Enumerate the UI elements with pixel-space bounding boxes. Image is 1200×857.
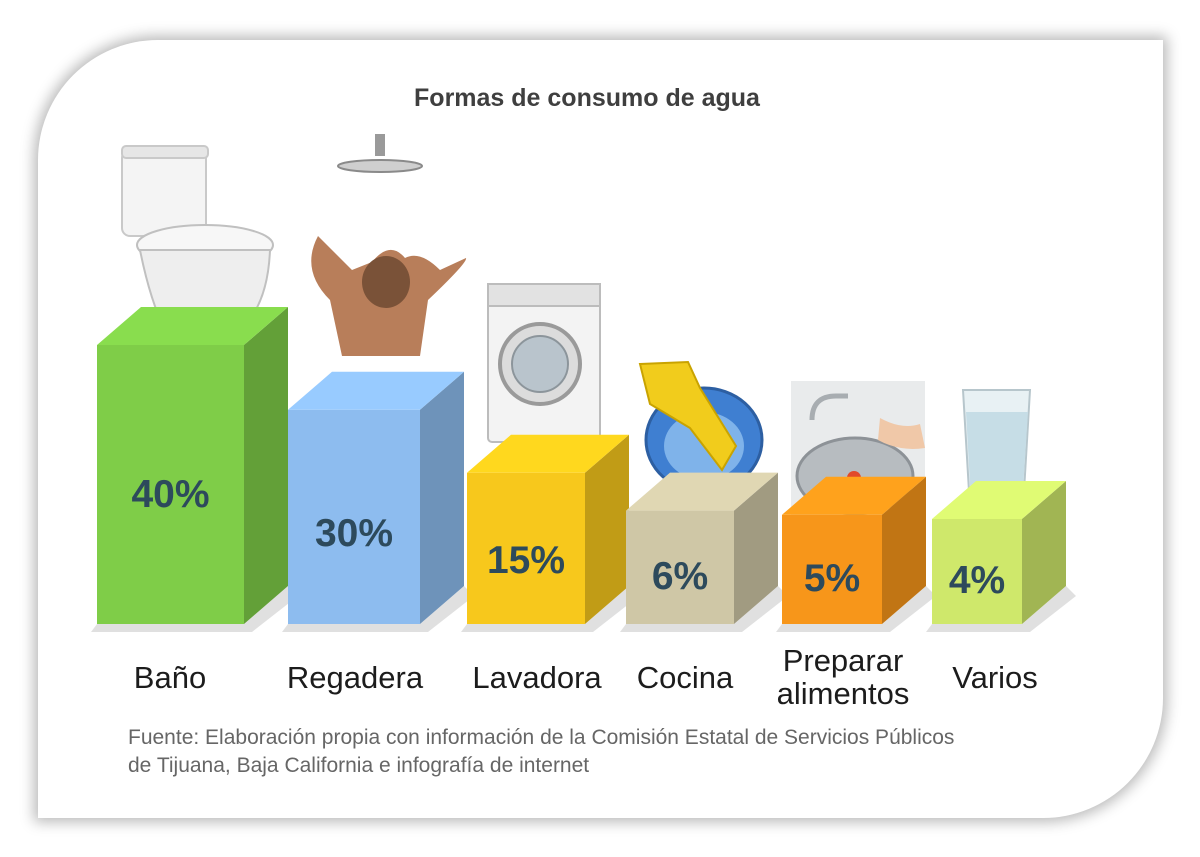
bar-top-4 [626,472,778,511]
bar-front-3 [467,472,585,624]
category-label-5-line-2: alimentos [777,676,910,711]
source-note: Fuente: Elaboración propia con informaci… [128,726,954,777]
labels-layer: 40% Baño 30% Regadera 15% Lavadora 6% Cocina 5% P… [131,473,1037,711]
bar-1 [91,307,298,632]
value-label-3: 15% [487,539,565,582]
bar-top-1 [97,307,288,345]
category-label-2: Regadera [287,660,424,695]
chart-title: Formas de consumo de agua [414,84,761,112]
shower-icon [311,134,467,356]
bar-front-4 [626,510,734,624]
bar-front-2 [288,409,420,624]
bar-side-4 [734,472,778,624]
value-label-4: 6% [652,555,708,598]
bar-5 [776,476,936,632]
bar-front-6 [932,519,1022,624]
bar-6 [926,481,1076,632]
bar-side-1 [244,307,288,624]
dishwashing-icon [638,360,764,494]
bar-side-6 [1022,481,1066,624]
bar-top-3 [467,434,629,473]
category-label-6: Varios [952,660,1038,695]
bar-top-2 [288,371,464,410]
washing-machine-icon [487,283,601,443]
bar-side-2 [420,371,464,624]
category-label-4: Cocina [637,660,734,695]
value-label-2: 30% [315,512,393,555]
category-label-3: Lavadora [472,660,602,695]
value-label-6: 4% [949,559,1005,602]
category-label-5-line-1: Preparar [783,643,904,678]
bar-front-5 [782,514,882,624]
category-label-1: Baño [134,660,206,695]
bar-top-5 [782,476,926,515]
bar-side-3 [585,434,629,624]
value-label-1: 40% [131,473,209,516]
bar-4 [620,472,788,632]
source-line-2: de Tijuana, Baja California e infografía… [128,754,589,777]
value-label-5: 5% [804,557,860,600]
bars-layer [91,307,1076,632]
bar-3 [461,434,639,632]
source-line-1: Fuente: Elaboración propia con informaci… [128,726,954,749]
bar-side-5 [882,476,926,624]
bar-top-6 [932,481,1066,519]
bar-2 [282,371,474,632]
bar-front-1 [97,345,244,624]
